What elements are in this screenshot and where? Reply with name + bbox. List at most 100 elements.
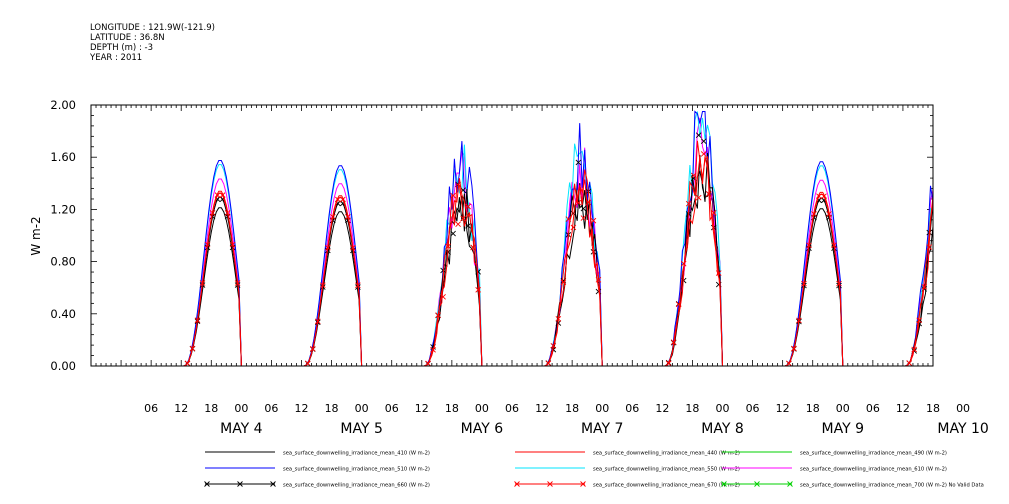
series-marker xyxy=(470,244,476,251)
series-marker xyxy=(926,244,933,250)
series-marker xyxy=(906,360,913,366)
legend-marker xyxy=(721,481,727,487)
series-marker xyxy=(715,270,722,276)
series-marker xyxy=(675,301,682,308)
series-marker xyxy=(435,312,441,319)
series-marker xyxy=(475,269,481,275)
series-layer xyxy=(91,110,934,367)
latitude-label: LATITUDE : 36.8N xyxy=(90,33,165,43)
x-tick-label: 00 xyxy=(475,402,489,415)
series-marker xyxy=(455,221,461,227)
series-marker xyxy=(345,214,351,220)
x-tick-label: 18 xyxy=(325,402,339,415)
series-marker xyxy=(340,196,346,203)
legend-label: sea_surface_downwelling_irradiance_mean_… xyxy=(800,483,984,489)
series-marker xyxy=(705,191,712,197)
x-tick-label: 18 xyxy=(926,402,940,415)
series-marker xyxy=(204,241,211,248)
x-tick-label: 18 xyxy=(445,402,459,415)
x-tick-label: 00 xyxy=(716,402,730,415)
x-tick-label: 18 xyxy=(685,402,699,415)
legend-label: sea_surface_downwelling_irradiance_mean_… xyxy=(593,451,740,457)
series-marker xyxy=(555,316,562,322)
series-marker xyxy=(801,280,807,287)
legend-label: sea_surface_downwelling_irradiance_mean_… xyxy=(800,451,947,457)
series-marker xyxy=(199,280,206,286)
series-marker xyxy=(304,360,311,367)
series-marker xyxy=(575,199,582,206)
x-tick-label: 06 xyxy=(746,402,760,415)
plot-frame xyxy=(90,104,934,367)
x-tick-label: 12 xyxy=(896,402,910,415)
x-tick-label: 12 xyxy=(174,402,188,415)
legend: sea_surface_downwelling_irradiance_mean_… xyxy=(204,451,984,489)
series-marker xyxy=(450,230,456,237)
series-marker xyxy=(460,215,466,222)
series-marker xyxy=(700,138,707,144)
series-marker xyxy=(916,317,923,324)
y-tick-label: 0.80 xyxy=(50,255,76,269)
series-marker xyxy=(184,360,191,367)
axis-ticks xyxy=(90,104,934,367)
x-tick-label: 00 xyxy=(956,402,970,415)
x-tick-label: 00 xyxy=(234,402,248,415)
series-marker xyxy=(314,318,321,325)
legend-marker xyxy=(547,481,553,487)
series-marker xyxy=(826,211,832,217)
series-marker xyxy=(475,287,481,293)
series-marker xyxy=(465,203,471,210)
x-tick-label: 00 xyxy=(355,402,369,415)
series-marker xyxy=(219,192,226,198)
x-tick-label: 18 xyxy=(806,402,820,415)
y-tick-label: 1.60 xyxy=(50,150,76,164)
y-tick-label: 0.00 xyxy=(50,359,76,373)
legend-label: sea_surface_downwelling_irradiance_mean_… xyxy=(283,467,430,473)
series-line xyxy=(91,110,934,367)
day-label: MAY 4 xyxy=(220,421,263,437)
series-marker xyxy=(786,360,792,367)
series-marker xyxy=(350,244,356,251)
series-marker xyxy=(209,210,216,216)
legend-marker xyxy=(580,481,586,487)
series-marker xyxy=(234,280,241,286)
legend-marker xyxy=(514,481,520,487)
series-marker xyxy=(565,216,572,222)
year-label: YEAR : 2011 xyxy=(89,53,142,63)
series-marker xyxy=(595,276,602,283)
y-tick-labels: 0.00 0.40 0.80 1.20 1.60 2.00 xyxy=(50,98,76,373)
legend-label: sea_surface_downwelling_irradiance_mean_… xyxy=(593,483,740,489)
legend-label: sea_surface_downwelling_irradiance_mean_… xyxy=(283,483,430,489)
series-marker xyxy=(700,151,707,157)
y-axis-label: W m-2 xyxy=(29,216,43,255)
series-marker xyxy=(465,223,471,229)
legend-label: sea_surface_downwelling_irradiance_mean_… xyxy=(283,451,430,457)
x-tick-label: 00 xyxy=(595,402,609,415)
series-marker xyxy=(710,210,717,216)
series-marker xyxy=(440,267,446,274)
series-marker xyxy=(921,283,928,290)
series-marker xyxy=(836,280,842,287)
day-label: MAY 10 xyxy=(937,421,988,437)
series-marker xyxy=(680,260,687,267)
series-marker xyxy=(445,243,451,250)
day-label: MAY 9 xyxy=(822,421,864,437)
legend-marker xyxy=(270,481,276,487)
day-label: MAY 8 xyxy=(701,421,743,437)
x-tick-label: 12 xyxy=(415,402,429,415)
series-marker xyxy=(214,192,221,198)
series-marker xyxy=(806,242,812,249)
series-marker xyxy=(575,159,582,166)
series-marker xyxy=(580,205,587,212)
series-marker xyxy=(811,211,817,217)
series-marker xyxy=(665,360,672,367)
x-tick-label: 18 xyxy=(565,402,579,415)
x-tick-labels: 06 12 18 00 06 12 18 00 06 12 18 00 06 12 18 00 06 12 18 00… xyxy=(144,402,989,437)
x-tick-label: 12 xyxy=(295,402,309,415)
series-marker xyxy=(335,196,341,203)
depth-label: DEPTH (m) : -3 xyxy=(90,43,153,53)
x-tick-label: 06 xyxy=(625,402,639,415)
x-tick-label: 06 xyxy=(505,402,519,415)
legend-marker xyxy=(204,481,210,487)
legend-label: sea_surface_downwelling_irradiance_mean_… xyxy=(800,467,947,473)
